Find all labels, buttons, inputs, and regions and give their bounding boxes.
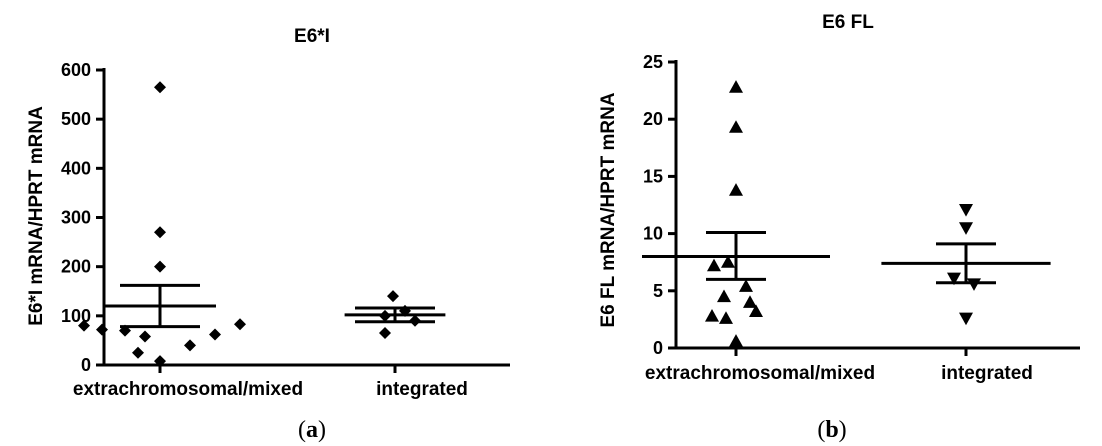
panel-b: E6 FL E6 FL mRNA/HPRT mRNA 0 5 10 15 20 25 ext… (598, 12, 1080, 443)
chart-b-point (721, 255, 735, 268)
chart-a-point (184, 339, 196, 352)
chart-a-y-tick-label: 0 (81, 355, 91, 375)
chart-a-point (154, 355, 166, 368)
chart-a-x-tick-label: integrated (376, 379, 468, 400)
chart-a-point (132, 346, 144, 359)
chart-b-point (719, 311, 733, 324)
chart-a-point (154, 226, 166, 239)
chart-b-point (947, 272, 961, 286)
chart-a-y-tick-label: 500 (61, 109, 91, 129)
chart-a-point (234, 318, 246, 331)
chart-b-x-tick-label: extrachromosomal/mixed (645, 363, 875, 384)
chart-b-y-tick-label: 25 (643, 52, 663, 72)
chart-b-point (705, 308, 719, 322)
chart-b-y-tick-label: 10 (643, 224, 663, 244)
chart-b-point (729, 80, 743, 93)
chart-a-point (96, 323, 108, 336)
chart-b-point (967, 278, 981, 291)
chart-b-title: E6 FL (822, 12, 874, 33)
chart-a-point (209, 328, 221, 341)
panel-b-letter: b (825, 417, 838, 443)
chart-b-point (729, 120, 743, 133)
chart-b-point (717, 289, 731, 303)
chart-a-point (154, 81, 166, 94)
chart-b-point (749, 304, 763, 317)
chart-a-y-tick-label: 200 (61, 257, 91, 277)
chart-a-title: E6*I (294, 26, 330, 47)
chart-b-y-tick-label: 5 (653, 281, 663, 301)
chart-a-point (154, 260, 166, 273)
chart-a-point (387, 290, 399, 303)
chart-b-point (729, 183, 743, 196)
chart-b-point (729, 334, 743, 347)
chart-a-point (78, 319, 90, 332)
chart-b-point (959, 312, 973, 326)
chart-b-point (959, 203, 973, 217)
chart-b-axes: 0 5 10 15 20 25 extrachromosomal/mixed integrat… (643, 52, 1080, 384)
chart-a-point (139, 330, 151, 343)
panel-a-label: (a) (298, 417, 326, 443)
chart-b-x-tick-label: integrated (941, 363, 1033, 384)
chart-a-axes: 0100200300400500600extrachromosomal/mixe… (61, 60, 510, 400)
chart-b-point (959, 222, 973, 235)
chart-a-y-tick-label: 300 (61, 208, 91, 228)
chart-b-point (743, 295, 757, 308)
chart-b-y-tick-label: 15 (643, 166, 663, 186)
chart-a-y-tick-label: 600 (61, 60, 91, 80)
chart-a-marks (78, 81, 446, 368)
chart-b-y-tick-label: 0 (653, 338, 663, 358)
chart-a-y-tick-label: 400 (61, 158, 91, 178)
chart-a-y-axis-label: E6*I mRNA/HPRT mRNA (26, 106, 47, 326)
panel-b-label: (b) (817, 417, 846, 443)
chart-b-point (707, 258, 721, 272)
chart-b-y-tick-label: 20 (643, 109, 663, 129)
chart-b-marks (642, 80, 1051, 347)
chart-a-point (379, 327, 391, 340)
chart-a-x-tick-label: extrachromosomal/mixed (73, 379, 303, 400)
chart-b-point (739, 279, 753, 292)
panel-a: E6*I E6*I mRNA/HPRT mRNA 010020030040050… (26, 26, 510, 443)
panel-a-letter: a (306, 417, 318, 443)
chart-b-y-axis-label: E6 FL mRNA/HPRT mRNA (598, 92, 619, 327)
